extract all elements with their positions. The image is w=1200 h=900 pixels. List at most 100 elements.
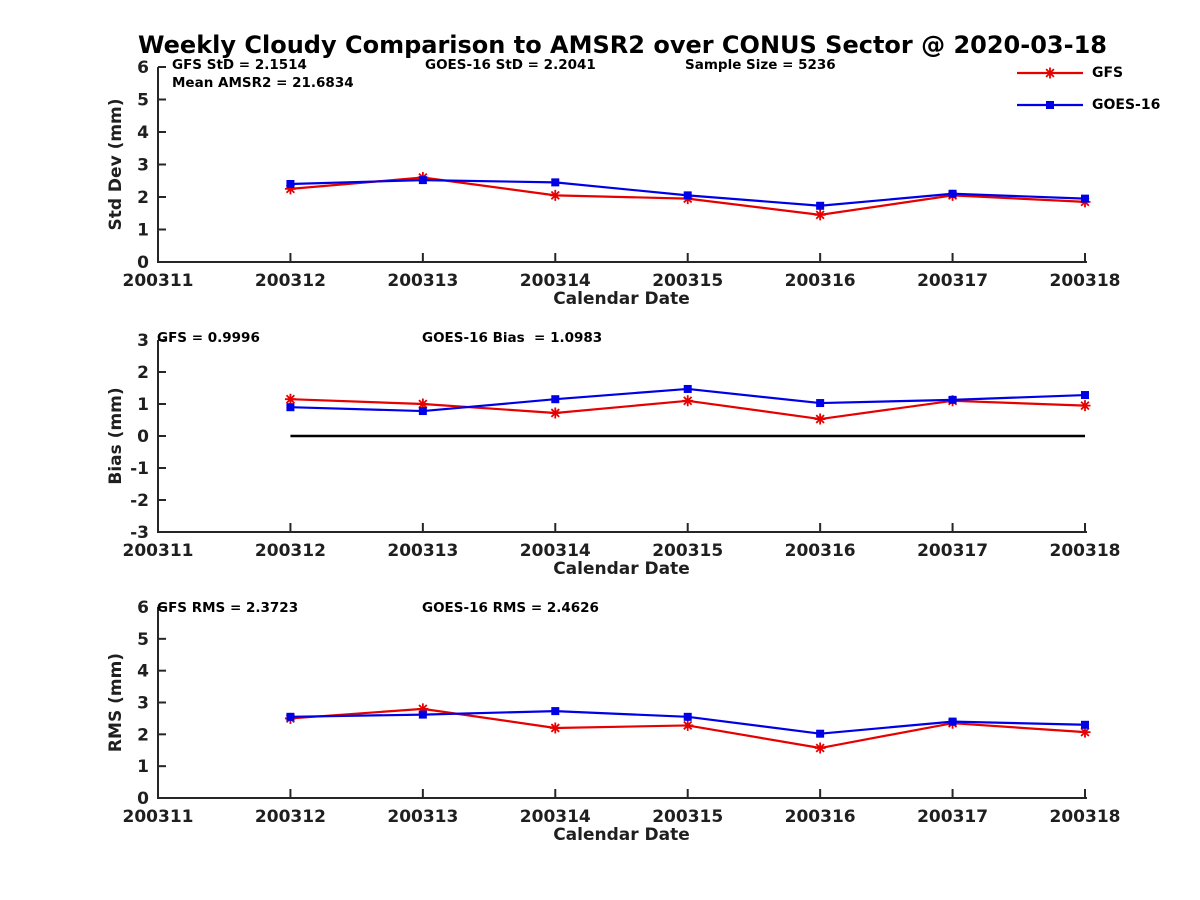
x-tick-label: 200314 [520, 541, 591, 561]
y-tick-label: 0 [137, 427, 149, 447]
y-tick-label: -1 [130, 459, 149, 479]
annotation-goes16-rms: GOES-16 RMS = 2.4626 [422, 600, 599, 616]
square-marker [948, 717, 957, 726]
annotation-goes16-std: GOES-16 StD = 2.2041 [425, 57, 596, 73]
asterisk-marker [549, 722, 561, 734]
y-tick-label: 5 [137, 630, 149, 650]
y-tick-label: 0 [137, 253, 149, 273]
x-tick-label: 200316 [785, 541, 856, 561]
x-tick-label: 200314 [520, 271, 591, 291]
asterisk-marker [1079, 726, 1091, 738]
annotation-gfs-bias: GFS = 0.9996 [157, 330, 260, 346]
square-marker [816, 399, 825, 408]
x-axis-label: Calendar Date [553, 289, 690, 309]
square-marker [551, 707, 560, 716]
asterisk-marker [284, 393, 296, 405]
x-tick-label: 200313 [387, 807, 458, 827]
square-marker [418, 407, 427, 416]
std-dev-plot: 0 1 2 3 4 5 6 200311 200312 200313 200314 200315 200… [106, 58, 1120, 309]
y-tick-label: 6 [137, 58, 149, 78]
bias-plot: -3 -2 -1 0 1 2 3 200311 200312 200313 200314 200315… [106, 331, 1120, 579]
annotation-gfs-std: GFS StD = 2.1514 [172, 57, 307, 73]
y-tick-label: -3 [130, 523, 149, 543]
x-tick-label: 200312 [255, 271, 326, 291]
square-marker [948, 189, 957, 198]
y-tick-label: 5 [137, 91, 149, 111]
square-marker [286, 712, 295, 721]
square-marker [1081, 720, 1089, 729]
square-marker [551, 395, 560, 404]
x-axis-label: Calendar Date [553, 559, 690, 579]
x-tick-label: 200316 [785, 271, 856, 291]
goes16-line-square-icon [1017, 101, 1083, 109]
asterisk-marker [549, 407, 561, 419]
y-tick-label: 3 [137, 331, 149, 351]
y-tick-label: 2 [137, 188, 149, 208]
asterisk-marker [814, 413, 826, 425]
square-marker [683, 191, 692, 200]
y-tick-label: 4 [137, 123, 149, 143]
y-tick-label: -2 [130, 491, 149, 511]
x-tick-label: 200311 [123, 807, 194, 827]
x-axis-label: Calendar Date [553, 825, 690, 845]
y-tick-label: 0 [137, 789, 149, 809]
asterisk-marker [549, 189, 561, 201]
legend-label-goes16: GOES-16 [1092, 97, 1161, 113]
x-tick-label: 200318 [1050, 271, 1121, 291]
square-marker [683, 712, 692, 721]
square-marker [948, 395, 957, 404]
asterisk-marker [814, 742, 826, 754]
asterisk-marker [417, 703, 429, 715]
y-tick-label: 3 [137, 156, 149, 176]
square-marker [1081, 391, 1089, 400]
rms-plot: 0 1 2 3 4 5 6 200311 200312 200313 200314 200315 200… [106, 598, 1120, 845]
square-marker [816, 201, 825, 210]
x-tick-label: 200311 [123, 541, 194, 561]
asterisk-marker [1079, 400, 1091, 412]
x-tick-label: 200311 [123, 271, 194, 291]
annotation-goes16-bias: GOES-16 Bias = 1.0983 [422, 330, 603, 346]
square-marker [683, 384, 692, 393]
legend-item-goes16: GOES-16 [1014, 96, 1160, 114]
x-tick-label: 200317 [917, 541, 988, 561]
y-tick-label: 2 [137, 725, 149, 745]
x-tick-label: 200312 [255, 541, 326, 561]
square-marker [286, 180, 295, 188]
annotation-sample-size: Sample Size = 5236 [685, 57, 836, 73]
square-marker [418, 710, 427, 719]
x-tick-label: 200317 [917, 271, 988, 291]
x-tick-label: 200314 [520, 807, 591, 827]
y-axis-label: Bias (mm) [106, 387, 126, 484]
x-tick-label: 200318 [1050, 807, 1121, 827]
y-tick-label: 1 [137, 221, 149, 241]
square-marker [418, 176, 427, 185]
y-tick-label: 1 [137, 395, 149, 415]
y-tick-label: 1 [137, 757, 149, 777]
x-tick-label: 200315 [652, 807, 723, 827]
y-tick-label: 6 [137, 598, 149, 618]
asterisk-marker [417, 398, 429, 410]
x-tick-label: 200313 [387, 541, 458, 561]
annotation-mean-amsr2: Mean AMSR2 = 21.6834 [172, 75, 354, 91]
x-tick-label: 200312 [255, 807, 326, 827]
y-axis-label: RMS (mm) [106, 653, 126, 752]
x-tick-label: 200318 [1050, 541, 1121, 561]
x-tick-label: 200316 [785, 807, 856, 827]
asterisk-marker [284, 183, 296, 195]
asterisk-marker [682, 395, 694, 407]
square-marker [286, 403, 295, 412]
asterisk-marker [814, 209, 826, 221]
legend-item-gfs: GFS [1014, 64, 1123, 82]
asterisk-marker [682, 719, 694, 731]
square-marker [1081, 194, 1089, 203]
x-tick-label: 200317 [917, 807, 988, 827]
figure-title: Weekly Cloudy Comparison to AMSR2 over C… [138, 31, 1107, 59]
x-tick-label: 200313 [387, 271, 458, 291]
gfs-line-asterisk-icon [1017, 67, 1083, 79]
y-tick-label: 4 [137, 662, 149, 682]
square-marker [816, 729, 825, 738]
legend-label-gfs: GFS [1092, 65, 1124, 81]
square-marker [551, 178, 560, 187]
